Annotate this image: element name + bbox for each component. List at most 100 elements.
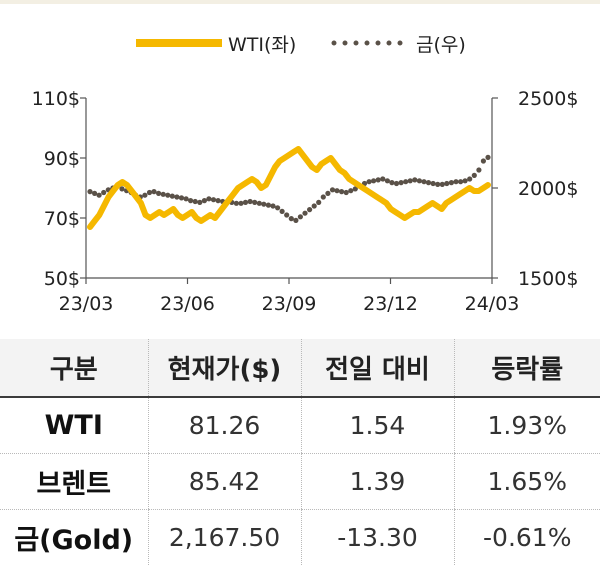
- row-label: 브렌트: [0, 454, 148, 510]
- series-point-gold: [380, 176, 385, 181]
- series-point-gold: [330, 187, 335, 192]
- series-point-gold: [444, 181, 449, 186]
- series-point-gold: [412, 177, 417, 182]
- cell-change: 1.54: [301, 397, 454, 454]
- series-point-gold: [476, 167, 481, 172]
- series-point-gold: [202, 198, 207, 203]
- cell-price: 81.26: [148, 397, 301, 454]
- series-point-gold: [371, 178, 376, 183]
- y-right-tick-label: 1500$: [518, 268, 578, 290]
- series-point-gold: [280, 209, 285, 214]
- series-point-gold: [325, 191, 330, 196]
- y-right-tick-label: 2500$: [518, 88, 578, 110]
- series-point-gold: [197, 200, 202, 205]
- series-gold-line: [87, 155, 490, 223]
- series-point-gold: [408, 178, 413, 183]
- series-point-gold: [284, 212, 289, 217]
- series-point-gold: [339, 189, 344, 194]
- series-point-gold: [156, 191, 161, 196]
- series-point-gold: [165, 193, 170, 198]
- y-left-tick-label: 70$: [44, 208, 80, 230]
- table-row: 브렌트 85.42 1.39 1.65%: [0, 454, 600, 510]
- series-point-gold: [270, 203, 275, 208]
- cell-rate: 1.65%: [454, 454, 600, 510]
- series-point-gold: [211, 197, 216, 202]
- series-point-gold: [252, 200, 257, 205]
- series-point-gold: [435, 182, 440, 187]
- series-point-gold: [298, 214, 303, 219]
- series-point-gold: [316, 200, 321, 205]
- x-tick-label: 23/03: [59, 293, 114, 315]
- series-point-gold: [302, 211, 307, 216]
- series-point-gold: [307, 207, 312, 212]
- series-point-gold: [344, 190, 349, 195]
- cell-rate: -0.61%: [454, 510, 600, 565]
- price-table: 구분 현재가($) 전일 대비 등락률 WTI 81.26 1.54 1.93%…: [0, 339, 600, 565]
- series-point-gold: [453, 179, 458, 184]
- price-chart: 110$ 90$ 70$ 50$ 2500$ 2000$ 1500$ 23/03 23/06 23…: [0, 0, 600, 335]
- series-point-gold: [97, 193, 102, 198]
- series-point-gold: [87, 189, 92, 194]
- cell-change: -13.30: [301, 510, 454, 565]
- series-point-gold: [367, 179, 372, 184]
- series-point-gold: [403, 179, 408, 184]
- series-point-gold: [426, 180, 431, 185]
- series-point-gold: [174, 194, 179, 199]
- series-point-gold: [385, 178, 390, 183]
- cell-change: 1.39: [301, 454, 454, 510]
- y-left-tick-label: 50$: [44, 268, 80, 290]
- series-point-gold: [458, 179, 463, 184]
- series-point-gold: [179, 195, 184, 200]
- table-row: WTI 81.26 1.54 1.93%: [0, 397, 600, 454]
- header-current-price: 현재가($): [148, 339, 301, 397]
- series-point-gold: [334, 188, 339, 193]
- x-tick-label: 23/12: [363, 293, 418, 315]
- series-point-gold: [257, 201, 262, 206]
- series-point-gold: [193, 199, 198, 204]
- series-point-gold: [161, 192, 166, 197]
- series-point-gold: [206, 196, 211, 201]
- cell-price: 85.42: [148, 454, 301, 510]
- series-point-gold: [248, 199, 253, 204]
- x-tick-label: 23/06: [160, 293, 215, 315]
- series-point-gold: [394, 181, 399, 186]
- row-label: 금(Gold): [0, 510, 148, 565]
- x-tick-label: 23/09: [262, 293, 317, 315]
- series-point-gold: [275, 205, 280, 210]
- series-point-gold: [119, 186, 124, 191]
- series-point-gold: [243, 200, 248, 205]
- y-left-tick-label: 110$: [32, 88, 80, 110]
- cell-rate: 1.93%: [454, 397, 600, 454]
- series-point-gold: [449, 180, 454, 185]
- table-row: 금(Gold) 2,167.50 -13.30 -0.61%: [0, 510, 600, 565]
- series-point-gold: [101, 190, 106, 195]
- series-point-gold: [421, 179, 426, 184]
- series-point-gold: [348, 188, 353, 193]
- cell-price: 2,167.50: [148, 510, 301, 565]
- series-point-gold: [389, 180, 394, 185]
- series-point-gold: [467, 176, 472, 181]
- series-point-gold: [188, 198, 193, 203]
- series-point-gold: [485, 155, 490, 160]
- chart-axes: [80, 98, 498, 284]
- series-point-gold: [321, 194, 326, 199]
- series-point-gold: [142, 193, 147, 198]
- series-point-gold: [376, 177, 381, 182]
- x-tick-label: 24/03: [465, 293, 520, 315]
- series-point-gold: [92, 191, 97, 196]
- header-change-rate: 등락률: [454, 339, 600, 397]
- series-point-gold: [151, 189, 156, 194]
- series-point-gold: [481, 158, 486, 163]
- axis-labels: 110$ 90$ 70$ 50$ 2500$ 2000$ 1500$ 23/03 23/06 23…: [32, 88, 579, 315]
- y-left-tick-label: 90$: [44, 148, 80, 170]
- series-point-gold: [266, 203, 271, 208]
- header-category: 구분: [0, 339, 148, 397]
- y-right-tick-label: 2000$: [518, 178, 578, 200]
- series-point-gold: [147, 190, 152, 195]
- series-point-gold: [312, 203, 317, 208]
- series-point-gold: [440, 182, 445, 187]
- header-day-change: 전일 대비: [301, 339, 454, 397]
- series-point-gold: [293, 218, 298, 223]
- series-point-gold: [261, 202, 266, 207]
- series-point-gold: [463, 178, 468, 183]
